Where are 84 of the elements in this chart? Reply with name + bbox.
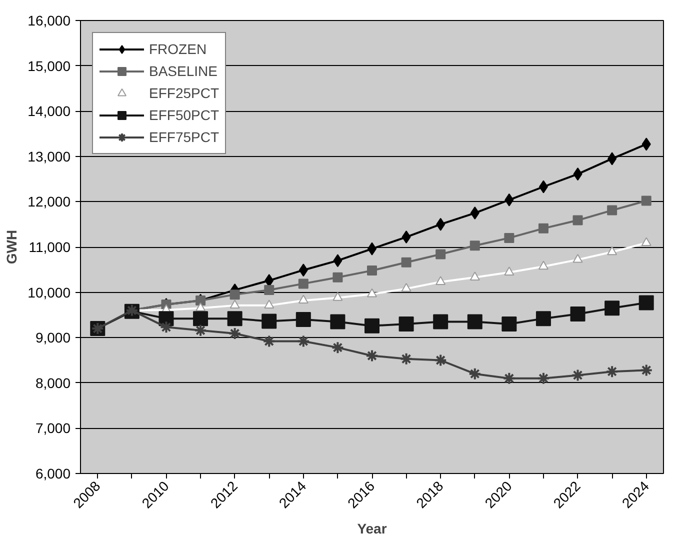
point bbox=[606, 365, 619, 378]
point bbox=[504, 266, 514, 276]
point bbox=[436, 276, 446, 285]
point bbox=[607, 246, 618, 256]
point bbox=[262, 334, 276, 348]
point bbox=[538, 260, 548, 270]
point bbox=[230, 290, 240, 300]
point bbox=[401, 257, 412, 268]
point bbox=[398, 316, 414, 332]
y-tick-label: 6,000 bbox=[35, 466, 71, 482]
point bbox=[331, 341, 344, 354]
point bbox=[504, 193, 514, 206]
point bbox=[536, 311, 551, 326]
legend-label: EFF75PCT bbox=[149, 129, 220, 145]
point bbox=[572, 215, 583, 226]
point bbox=[538, 180, 548, 194]
y-tick-label: 13,000 bbox=[28, 148, 71, 164]
point bbox=[228, 327, 242, 340]
legend-label: EFF25PCT bbox=[149, 85, 220, 101]
y-tick-label: 12,000 bbox=[28, 194, 71, 210]
point bbox=[504, 232, 514, 243]
point bbox=[262, 314, 277, 329]
point bbox=[436, 249, 446, 260]
point bbox=[298, 278, 308, 289]
y-tick-label: 11,000 bbox=[28, 239, 71, 255]
point bbox=[400, 352, 413, 366]
y-tick-label: 8,000 bbox=[35, 374, 71, 391]
legend-label: EFF50PCT bbox=[149, 107, 220, 123]
y-tick-label: 7,000 bbox=[35, 420, 71, 436]
point bbox=[607, 205, 618, 216]
y-tick-label: 15,000 bbox=[28, 58, 71, 74]
x-axis-title: Year bbox=[357, 520, 388, 537]
point bbox=[641, 237, 652, 246]
point bbox=[264, 300, 274, 309]
point bbox=[470, 206, 480, 220]
y-tick-label: 14,000 bbox=[28, 103, 71, 120]
point bbox=[640, 364, 653, 377]
legend-label: BASELINE bbox=[149, 63, 218, 79]
point bbox=[502, 316, 517, 332]
point bbox=[538, 223, 548, 234]
point bbox=[436, 218, 446, 231]
point bbox=[638, 295, 654, 310]
point bbox=[536, 372, 550, 385]
point bbox=[570, 306, 586, 322]
y-tick-label: 9,000 bbox=[35, 330, 71, 346]
point bbox=[573, 168, 582, 181]
point bbox=[332, 292, 343, 301]
point bbox=[366, 349, 378, 362]
y-tick-label: 10,000 bbox=[28, 284, 71, 300]
point bbox=[433, 314, 448, 330]
point bbox=[227, 311, 242, 326]
point bbox=[330, 314, 346, 330]
point bbox=[296, 312, 311, 327]
point bbox=[298, 294, 308, 304]
point bbox=[193, 311, 208, 326]
point bbox=[572, 254, 583, 263]
point bbox=[571, 368, 584, 382]
legend-label: FROZEN bbox=[149, 41, 207, 57]
point bbox=[608, 152, 617, 166]
point bbox=[196, 302, 206, 312]
point bbox=[401, 282, 412, 292]
point bbox=[402, 230, 411, 244]
point bbox=[194, 324, 208, 337]
y-axis-title: GWH bbox=[4, 230, 20, 264]
y-tick-label: 16,000 bbox=[28, 12, 71, 28]
point bbox=[642, 138, 651, 151]
point bbox=[296, 334, 310, 348]
point bbox=[264, 285, 274, 296]
point bbox=[604, 300, 620, 316]
point bbox=[364, 318, 380, 334]
point bbox=[468, 367, 482, 380]
point bbox=[434, 354, 448, 367]
point bbox=[333, 254, 342, 268]
point bbox=[160, 320, 173, 334]
point bbox=[470, 240, 480, 251]
point bbox=[332, 272, 343, 282]
point bbox=[367, 266, 377, 276]
point bbox=[641, 196, 652, 206]
point bbox=[502, 372, 516, 385]
point bbox=[230, 300, 240, 309]
point bbox=[467, 314, 482, 330]
point bbox=[367, 288, 377, 298]
point bbox=[470, 272, 480, 280]
point bbox=[298, 264, 308, 277]
